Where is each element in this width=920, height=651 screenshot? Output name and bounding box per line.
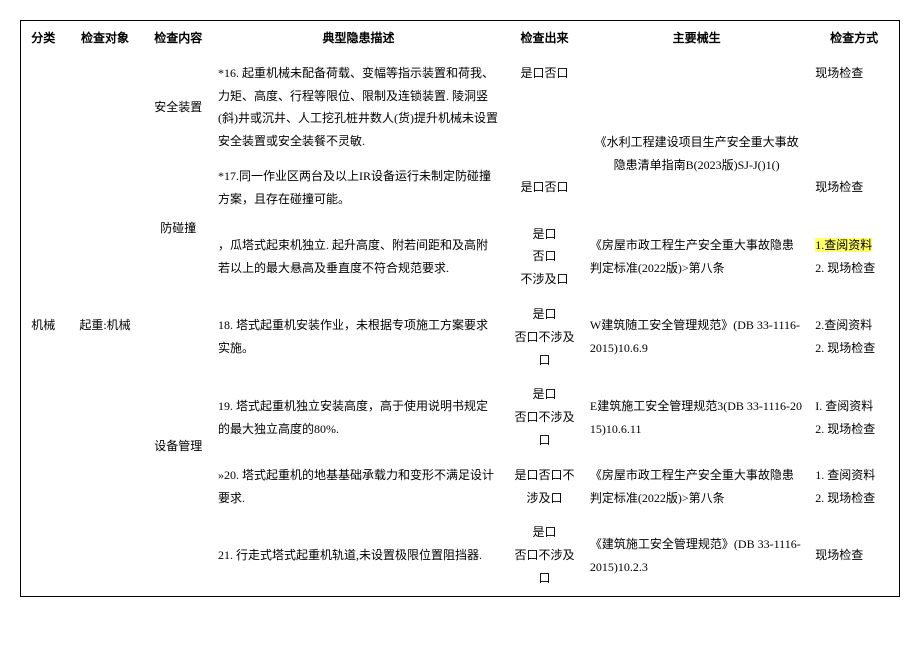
cell-method: I. 查阅资料 2. 现场检查	[809, 377, 899, 457]
cell-category: 机械	[21, 56, 66, 596]
cell-item-equip: 设备管理	[144, 297, 212, 596]
cell-judge: 是口 否口不涉及口	[505, 297, 584, 377]
cell-judge-empty	[505, 91, 584, 159]
th-judge: 检查出来	[505, 21, 584, 56]
cell-judge: 是口否口不涉及口	[505, 458, 584, 516]
cell-object: 起重:机械	[66, 56, 145, 596]
cell-judge: 是口否口	[505, 159, 584, 217]
cell-desc: 19. 塔式起重机独立安装高度，高于使用说明书规定的最大独立高度的80%.	[212, 377, 505, 457]
cell-item-collision: 防碰撞	[144, 159, 212, 297]
th-category: 分类	[21, 21, 66, 56]
cell-method: 现场检查	[809, 515, 899, 596]
cell-desc: *17.同一作业区两台及以上IR设备运行未制定防碰撞方案，且存在碰撞可能。	[212, 159, 505, 217]
cell-method: 1.查阅资料 2. 现场检查	[809, 217, 899, 297]
cell-desc: *16. 起重机械未配备荷载、变幅等指示装置和荷我、力矩、高度、行程等限位、限制…	[212, 56, 505, 159]
cell-basis: 《房屋市政工程生产安全重大事故隐患判定标准(2022版)>第八条	[584, 217, 809, 297]
cell-method: 1. 查阅资料 2. 现场检查	[809, 458, 899, 516]
th-method: 检查方式	[809, 21, 899, 56]
cell-desc: ，瓜塔式起束机独立. 起升高度、附若间距和及高附若以上的最大悬高及垂直度不符合规…	[212, 217, 505, 297]
cell-item-safety: 安全装置	[144, 56, 212, 159]
th-desc: 典型隐患描述	[212, 21, 505, 56]
cell-judge: 是口 否口不涉及口	[505, 515, 584, 596]
cell-basis: 《房屋市政工程生产安全重大事故隐患判定标准(2022版)>第八条	[584, 458, 809, 516]
th-basis: 主要械生	[584, 21, 809, 56]
table-row: 机械 起重:机械 安全装置 *16. 起重机械未配备荷载、变幅等指示装置和荷我、…	[21, 56, 900, 91]
cell-method: 现场检查	[809, 56, 899, 91]
cell-basis: W建筑随工安全管理规范》(DB 33-1116-2015)10.6.9	[584, 297, 809, 377]
cell-method-empty	[809, 91, 899, 159]
table-row: 设备管理 18. 塔式起重机安装作业，未根据专项施工方案要求实施。 是口 否口不…	[21, 297, 900, 377]
header-row: 分类 检查对象 检查内容 典型隐患描述 检查出来 主要械生 检查方式	[21, 21, 900, 56]
cell-desc: 21. 行走式塔式起重机轨道,未设置极限位置阻挡器.	[212, 515, 505, 596]
th-object: 检查对象	[66, 21, 145, 56]
cell-judge: 是口 否口 不涉及口	[505, 217, 584, 297]
highlighted-text: 1.查阅资料	[815, 238, 872, 252]
cell-judge: 是口 否口不涉及口	[505, 377, 584, 457]
cell-method: 2.查阅资料 2. 现场检查	[809, 297, 899, 377]
cell-basis: E建筑施工安全管理规范3(DB 33-1116-2015)10.6.11	[584, 377, 809, 457]
inspection-table: 分类 检查对象 检查内容 典型隐患描述 检查出来 主要械生 检查方式 机械 起重…	[20, 20, 900, 597]
cell-method: 现场检查	[809, 159, 899, 217]
method-line2: 2. 现场检查	[815, 261, 875, 275]
cell-basis-note: 《水利工程建设项目生产安全重大事故隐患清单指南B(2023版)SJ-J()1()	[584, 91, 809, 217]
cell-desc: 18. 塔式起重机安装作业，未根据专项施工方案要求实施。	[212, 297, 505, 377]
cell-basis: 《建筑施工安全管理规范》(DB 33-1116-2015)10.2.3	[584, 515, 809, 596]
th-item: 检查内容	[144, 21, 212, 56]
cell-basis	[584, 56, 809, 91]
cell-judge: 是口否口	[505, 56, 584, 91]
cell-desc: »20. 塔式起重机的地基基础承载力和变形不满足设计要求.	[212, 458, 505, 516]
